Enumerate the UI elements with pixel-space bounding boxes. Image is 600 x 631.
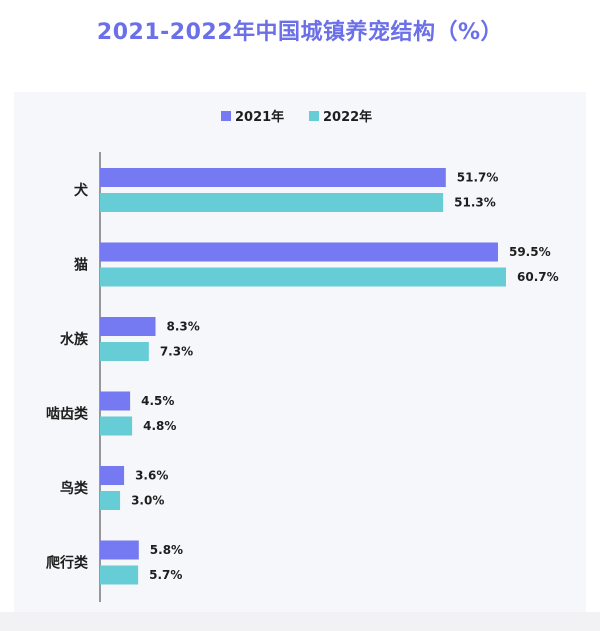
bar — [100, 416, 133, 436]
data-label: 3.6% — [135, 469, 168, 483]
legend-swatch — [221, 111, 231, 121]
bar — [100, 491, 121, 510]
legend-swatch — [309, 111, 319, 121]
data-label: 60.7% — [517, 270, 559, 284]
category-label: 啮齿类 — [46, 406, 89, 423]
bar — [100, 242, 498, 262]
data-label: 4.5% — [141, 394, 174, 408]
bar — [100, 391, 131, 411]
data-label: 59.5% — [509, 245, 551, 259]
category-label: 爬行类 — [46, 555, 89, 572]
data-label: 51.3% — [454, 196, 496, 210]
data-label: 4.8% — [143, 419, 176, 433]
category-label: 犬 — [74, 182, 89, 199]
bar — [100, 565, 139, 585]
category-label: 鸟类 — [60, 480, 89, 497]
data-label: 3.0% — [131, 494, 164, 508]
bar — [100, 317, 156, 336]
category-label: 猫 — [74, 257, 88, 274]
data-label: 51.7% — [457, 171, 499, 185]
bar — [100, 168, 446, 187]
data-label: 7.3% — [160, 345, 193, 359]
bar — [100, 466, 125, 485]
legend-label: 2022年 — [323, 109, 372, 125]
chart-title: 2021-2022年中国城镇养宠结构（%） — [96, 20, 504, 45]
category-label: 水族 — [60, 331, 89, 348]
data-label: 5.8% — [150, 543, 183, 557]
bar — [100, 193, 444, 212]
legend-label: 2021年 — [235, 109, 284, 125]
data-label: 8.3% — [167, 320, 200, 334]
bar — [100, 540, 139, 560]
bar — [100, 342, 149, 361]
bar — [100, 267, 506, 287]
data-label: 5.7% — [149, 568, 182, 582]
footer-strip — [0, 612, 600, 631]
